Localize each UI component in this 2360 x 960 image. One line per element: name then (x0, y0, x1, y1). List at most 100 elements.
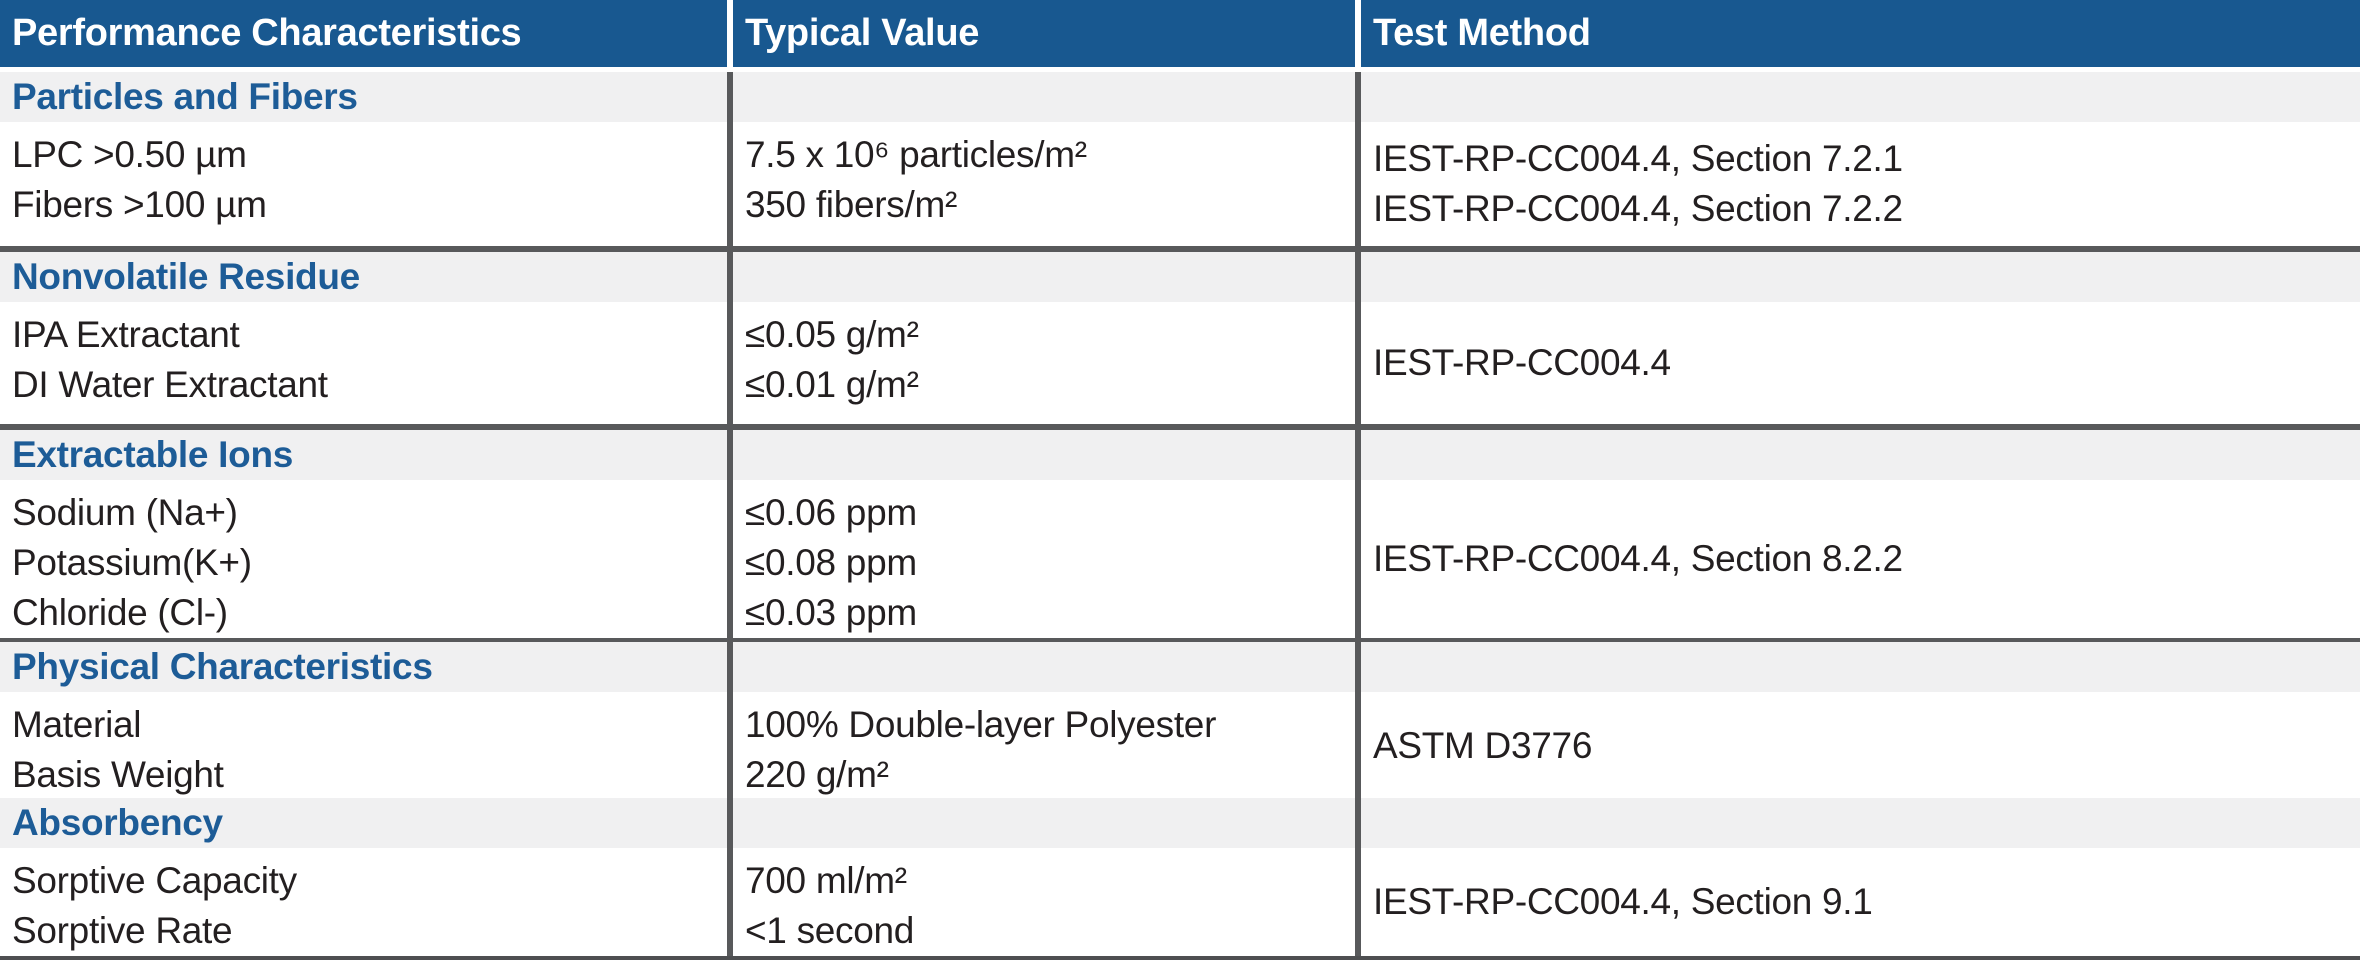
section-title: Extractable Ions (12, 434, 294, 475)
characteristic-name: Basis Weight (12, 754, 224, 795)
section-content-row: Material Basis Weight 100% Double-layer … (0, 692, 2360, 800)
column-divider (727, 642, 733, 692)
characteristic-name: IPA Extractant (12, 314, 240, 355)
typical-value: ≤0.05 g/m² (745, 314, 919, 355)
column-divider (1355, 0, 1361, 67)
section-title-cell-empty (733, 430, 1355, 480)
section-title-cell-empty (1361, 642, 2360, 692)
typical-value: 220 g/m² (745, 754, 889, 795)
section-content-row: Sorptive Capacity Sorptive Rate 700 ml/m… (0, 848, 2360, 956)
column-divider (727, 480, 733, 638)
test-method: IEST-RP-CC004.4, Section 9.1 (1373, 881, 1873, 922)
section-title-cell-empty (733, 252, 1355, 302)
typical-value: ≤0.08 ppm (745, 542, 917, 583)
section-rule (0, 424, 2360, 430)
column-divider (1355, 798, 1361, 848)
section-title-cell-empty (1361, 72, 2360, 122)
header-separator (0, 67, 2360, 72)
section-title: Absorbency (12, 802, 223, 843)
typical-value: 350 fibers/m² (745, 184, 958, 225)
test-method: IEST-RP-CC004.4 (1373, 342, 1671, 383)
column-header-label: Test Method (1373, 12, 1591, 54)
characteristic-name: Chloride (Cl-) (12, 592, 228, 633)
section-title: Particles and Fibers (12, 76, 358, 117)
column-divider (1355, 430, 1361, 480)
typical-value-cell: ≤0.06 ppm ≤0.08 ppm ≤0.03 ppm (733, 480, 1355, 638)
column-divider (1355, 122, 1361, 246)
typical-value-cell: 700 ml/m² <1 second (733, 848, 1355, 956)
section-rule (0, 246, 2360, 252)
typical-value-cell: ≤0.05 g/m² ≤0.01 g/m² (733, 302, 1355, 424)
column-header-label: Typical Value (745, 12, 980, 54)
column-divider (1355, 642, 1361, 692)
section-title-row-nonvolatile-residue: Nonvolatile Residue (0, 252, 2360, 302)
section-title: Physical Characteristics (12, 646, 433, 687)
section-title-cell: Nonvolatile Residue (0, 252, 727, 302)
test-method: IEST-RP-CC004.4, Section 8.2.2 (1373, 538, 1903, 579)
characteristic-cell: Material Basis Weight (0, 692, 727, 800)
column-divider (727, 692, 733, 800)
section-title-cell: Physical Characteristics (0, 642, 727, 692)
column-divider (1355, 848, 1361, 956)
typical-value: <1 second (745, 910, 915, 951)
characteristic-cell: Sorptive Capacity Sorptive Rate (0, 848, 727, 956)
typical-value: ≤0.01 g/m² (745, 364, 919, 405)
section-title-cell-empty (1361, 430, 2360, 480)
characteristic-name: Sodium (Na+) (12, 492, 238, 533)
column-divider (727, 848, 733, 956)
test-method: IEST-RP-CC004.4, Section 7.2.2 (1373, 188, 1903, 229)
characteristic-cell: IPA Extractant DI Water Extractant (0, 302, 727, 424)
column-divider (727, 252, 733, 302)
section-content-row: LPC >0.50 µm Fibers >100 µm 7.5 x 10⁶ pa… (0, 122, 2360, 246)
section-title-cell: Extractable Ions (0, 430, 727, 480)
column-header-typical-value: Typical Value (733, 0, 1355, 67)
typical-value: 700 ml/m² (745, 860, 907, 901)
column-divider (727, 430, 733, 480)
characteristic-name: Material (12, 704, 142, 745)
characteristic-name: Sorptive Capacity (12, 860, 297, 901)
column-divider (1355, 252, 1361, 302)
column-divider (1355, 692, 1361, 800)
typical-value-cell: 100% Double-layer Polyester 220 g/m² (733, 692, 1355, 800)
typical-value: ≤0.03 ppm (745, 592, 917, 633)
section-title-row-physical-characteristics: Physical Characteristics (0, 642, 2360, 692)
section-rule (0, 636, 2360, 642)
column-divider (1355, 480, 1361, 638)
section-title-cell: Absorbency (0, 798, 727, 848)
column-divider (727, 0, 733, 67)
section-title-cell: Particles and Fibers (0, 72, 727, 122)
section-title: Nonvolatile Residue (12, 256, 360, 297)
section-title-cell-empty (733, 72, 1355, 122)
column-header-performance-characteristics: Performance Characteristics (0, 0, 727, 67)
characteristic-name: Sorptive Rate (12, 910, 233, 951)
test-method-cell: IEST-RP-CC004.4 (1361, 302, 2360, 424)
section-title-row-particles-and-fibers: Particles and Fibers (0, 72, 2360, 122)
characteristic-name: DI Water Extractant (12, 364, 328, 405)
characteristic-name: Fibers >100 µm (12, 184, 267, 225)
section-content-row: IPA Extractant DI Water Extractant ≤0.05… (0, 302, 2360, 424)
column-divider (727, 72, 733, 122)
test-method: IEST-RP-CC004.4, Section 7.2.1 (1373, 138, 1903, 179)
test-method-cell: IEST-RP-CC004.4, Section 7.2.1 IEST-RP-C… (1361, 122, 2360, 246)
section-title-cell-empty (733, 642, 1355, 692)
column-divider (727, 798, 733, 848)
characteristic-name: Potassium(K+) (12, 542, 252, 583)
column-divider (1355, 302, 1361, 424)
table-header-row: Performance Characteristics Typical Valu… (0, 0, 2360, 67)
section-title-cell-empty (1361, 252, 2360, 302)
section-content-row: Sodium (Na+) Potassium(K+) Chloride (Cl-… (0, 480, 2360, 638)
section-title-cell-empty (1361, 798, 2360, 848)
column-divider (727, 122, 733, 246)
test-method: ASTM D3776 (1373, 725, 1593, 766)
typical-value: 100% Double-layer Polyester (745, 704, 1217, 745)
column-header-label: Performance Characteristics (12, 12, 522, 54)
column-divider (1355, 72, 1361, 122)
test-method-cell: ASTM D3776 (1361, 692, 2360, 800)
column-divider (727, 302, 733, 424)
characteristic-cell: Sodium (Na+) Potassium(K+) Chloride (Cl-… (0, 480, 727, 638)
section-title-row-extractable-ions: Extractable Ions (0, 430, 2360, 480)
typical-value-cell: 7.5 x 10⁶ particles/m² 350 fibers/m² (733, 122, 1355, 246)
column-header-test-method: Test Method (1361, 0, 2360, 67)
typical-value: 7.5 x 10⁶ particles/m² (745, 134, 1087, 175)
